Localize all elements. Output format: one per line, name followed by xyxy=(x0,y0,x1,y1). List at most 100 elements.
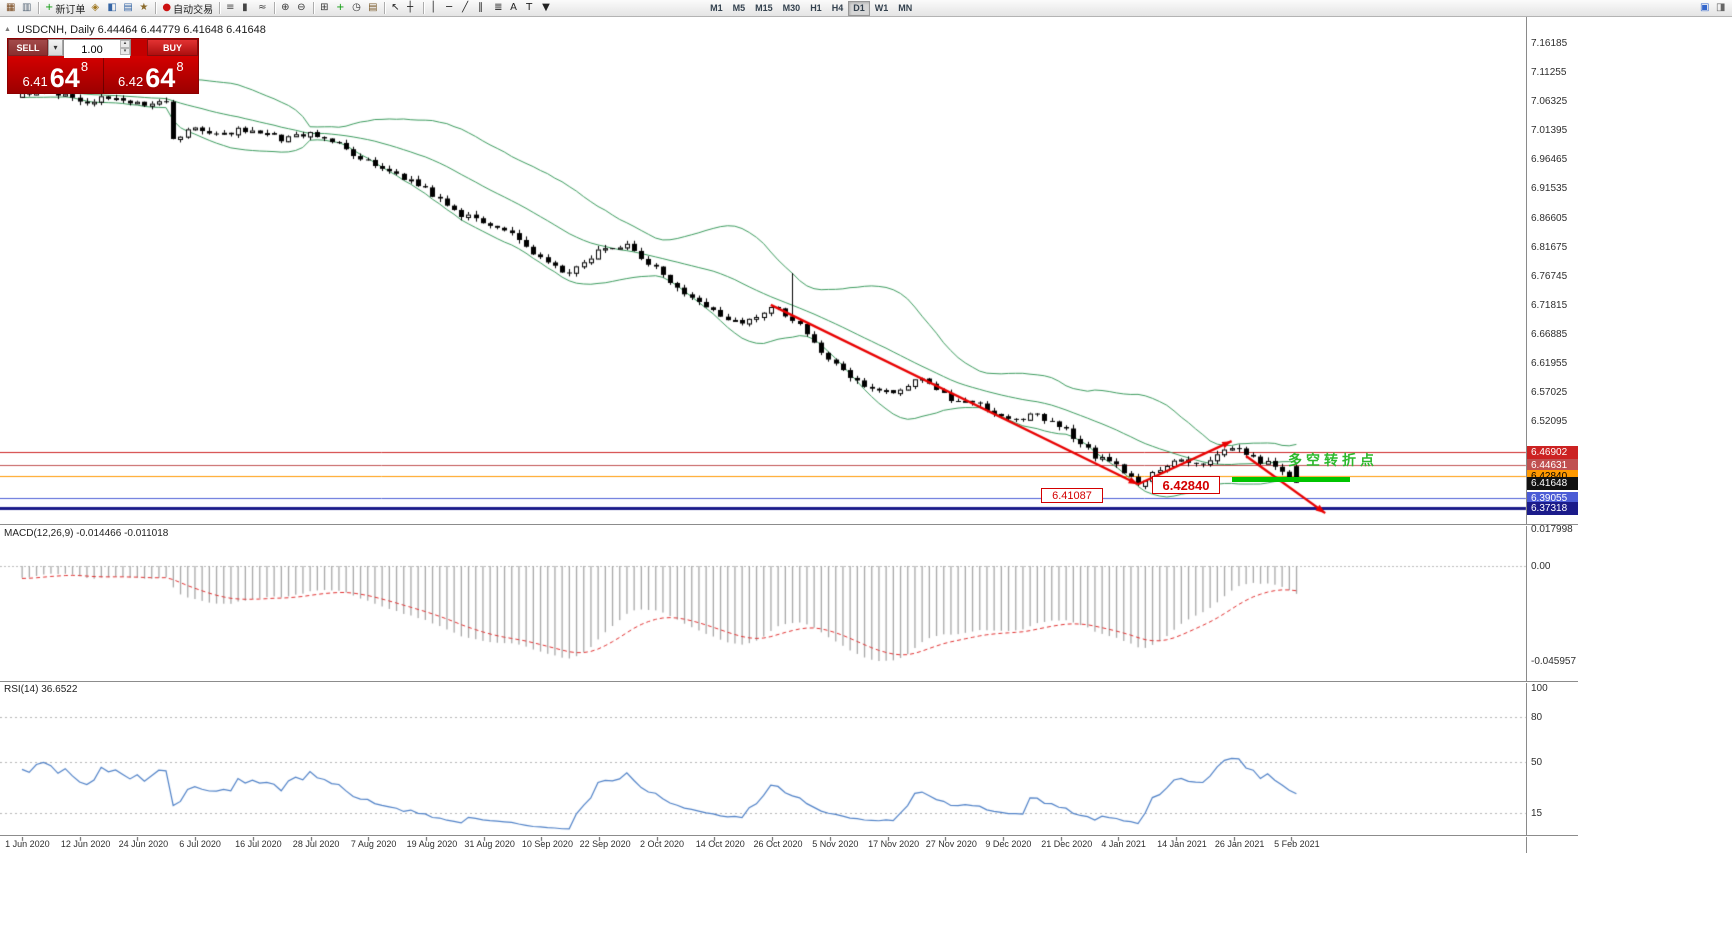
sell-price-display[interactable]: 6.41 64 8 xyxy=(8,56,103,93)
macd-axis-label: -0.045957 xyxy=(1531,656,1577,667)
price-axis-label: 6.81675 xyxy=(1531,241,1568,253)
crosshair-tool-button[interactable]: ┼ xyxy=(404,1,420,16)
price-axis-label: 7.11255 xyxy=(1531,67,1567,79)
crosshair-tool-icon: ┼ xyxy=(407,2,414,13)
terminal-icon: ▤ xyxy=(123,2,133,13)
zoom-out-button[interactable]: ⊖ xyxy=(294,1,310,16)
timeframe-m15[interactable]: M15 xyxy=(750,1,778,16)
price-axis-label: 6.71815 xyxy=(1531,299,1568,311)
volume-input[interactable] xyxy=(64,42,130,58)
timeframe-m30[interactable]: M30 xyxy=(778,1,806,16)
order-type-dropdown[interactable]: ▾ xyxy=(48,39,63,56)
price-axis-label: 6.91535 xyxy=(1531,183,1568,195)
price-axis-label: 7.16185 xyxy=(1531,38,1568,49)
time-axis-label: 12 Jun 2020 xyxy=(60,839,111,849)
auto-trading-button[interactable]: ● 自动交易 xyxy=(159,1,216,16)
buy-price-pip: 8 xyxy=(176,59,184,74)
chart-window: ▲ USDCNH, Daily 6.44464 6.44779 6.41648 … xyxy=(0,17,1732,943)
tile-windows-button[interactable]: ⊞ xyxy=(317,1,333,16)
trendline-tool-icon: ╱ xyxy=(462,2,469,13)
add-indicator-icon: + xyxy=(336,2,345,13)
label-tool-button[interactable]: T xyxy=(523,1,539,16)
navigator-button[interactable]: ◈ xyxy=(88,1,104,16)
toolbar-right-group: ▣ ◨ xyxy=(1697,1,1729,16)
timeframe-m1[interactable]: M1 xyxy=(705,1,728,16)
time-axis-label: 31 Aug 2020 xyxy=(464,839,515,849)
chart-shift-icon: ▣ xyxy=(1700,2,1710,13)
toolbar-separator xyxy=(384,2,386,14)
channel-tool-button[interactable]: ∥ xyxy=(475,1,491,16)
volume-down-button[interactable]: ▾ xyxy=(120,47,130,55)
timeframe-h4[interactable]: H4 xyxy=(827,1,849,16)
trendline-tool-button[interactable]: ╱ xyxy=(459,1,475,16)
rsi-indicator-label: RSI(14) 36.6522 xyxy=(4,684,78,695)
zoom-in-button[interactable]: ⊕ xyxy=(278,1,294,16)
timeframe-mn[interactable]: MN xyxy=(893,1,917,16)
time-axis-label: 2 Oct 2020 xyxy=(639,839,684,849)
terminal-button[interactable]: ▤ xyxy=(120,1,136,16)
market-watch-button[interactable]: ◧ xyxy=(104,1,120,16)
vertical-line-tool-button[interactable]: │ xyxy=(427,1,443,16)
auto-scroll-icon: ◨ xyxy=(1716,2,1726,13)
text-tool-button[interactable]: A xyxy=(507,1,523,16)
chart-shift-button[interactable]: ▣ xyxy=(1697,1,1713,16)
zoom-in-icon: ⊕ xyxy=(281,2,290,13)
label-tool-icon: T xyxy=(526,2,533,13)
fibonacci-tool-icon: ≣ xyxy=(494,2,503,13)
panel-separator[interactable] xyxy=(0,524,1578,526)
bid-ask-display: 6.41 64 8 6.42 64 8 xyxy=(8,56,198,93)
time-axis-label: 9 Dec 2020 xyxy=(985,839,1032,849)
periods-icon: ◷ xyxy=(352,2,361,13)
timeframe-d1[interactable]: D1 xyxy=(848,0,870,16)
sell-button[interactable]: SELL xyxy=(8,39,48,56)
tile-windows-icon: ⊞ xyxy=(320,2,329,13)
new-chart-button[interactable]: ▦ xyxy=(3,1,19,16)
timeframe-m5[interactable]: M5 xyxy=(728,1,751,16)
chart-profiles-button[interactable]: ▥ xyxy=(19,1,35,16)
horizontal-line-tool-button[interactable]: ─ xyxy=(443,1,459,16)
turning-point-label[interactable]: 多空转折点 xyxy=(1288,452,1378,468)
macd-axis-label: 0.00 xyxy=(1531,561,1551,572)
time-axis-label: 26 Jan 2021 xyxy=(1214,839,1265,849)
fibonacci-tool-button[interactable]: ≣ xyxy=(491,1,507,16)
price-annotation-low[interactable]: 6.41087 xyxy=(1041,488,1103,503)
cursor-tool-button[interactable]: ↖ xyxy=(388,1,404,16)
volume-stepper: ▴ ▾ xyxy=(120,40,130,55)
timeframe-h1[interactable]: H1 xyxy=(805,1,827,16)
time-axis-label: 22 Sep 2020 xyxy=(579,839,631,849)
bar-chart-mode-button[interactable]: ≡ xyxy=(223,1,239,16)
market-watch-icon: ◧ xyxy=(107,2,117,13)
toolbar-separator xyxy=(219,2,221,14)
volume-up-button[interactable]: ▴ xyxy=(120,40,130,48)
time-axis-label: 4 Jan 2021 xyxy=(1101,839,1146,849)
timeframe-w1[interactable]: W1 xyxy=(870,1,894,16)
buy-price-prefix: 6.42 xyxy=(117,74,144,90)
toolbar-separator xyxy=(423,2,425,14)
toolbar-separator xyxy=(155,2,157,14)
auto-scroll-button[interactable]: ◨ xyxy=(1713,1,1729,16)
templates-button[interactable]: ▤ xyxy=(365,1,381,16)
periods-button[interactable]: ◷ xyxy=(349,1,365,16)
candlestick-mode-button[interactable]: ▮ xyxy=(239,1,255,16)
panel-separator[interactable] xyxy=(0,681,1578,683)
time-axis-label: 10 Sep 2020 xyxy=(521,839,573,849)
panel-separator[interactable] xyxy=(0,835,1578,837)
strategy-tester-button[interactable]: ★ xyxy=(136,1,152,16)
line-chart-mode-button[interactable]: ≈ xyxy=(255,1,271,16)
arrows-tool-button[interactable]: ▼ xyxy=(539,1,555,16)
buy-price-display[interactable]: 6.42 64 8 xyxy=(102,56,198,93)
time-axis-label: 5 Nov 2020 xyxy=(812,839,859,849)
one-click-collapse-icon[interactable]: ▲ xyxy=(4,26,11,33)
price-annotation-retest[interactable]: 6.42840 xyxy=(1152,476,1220,494)
buy-button[interactable]: BUY xyxy=(147,39,198,56)
trade-controls-row: SELL ▾ ▴ ▾ BUY xyxy=(8,39,198,58)
chart-canvas[interactable] xyxy=(0,17,1732,943)
candlestick-mode-icon: ▮ xyxy=(242,2,248,13)
sell-price-pip: 8 xyxy=(80,59,89,74)
rsi-axis-label: 100 xyxy=(1531,683,1548,694)
new-order-button[interactable]: + 新订单 xyxy=(42,1,88,16)
add-indicator-button[interactable]: + xyxy=(333,1,349,16)
support-highlight-line[interactable] xyxy=(1231,477,1351,483)
price-axis-label: 6.76745 xyxy=(1531,270,1568,282)
